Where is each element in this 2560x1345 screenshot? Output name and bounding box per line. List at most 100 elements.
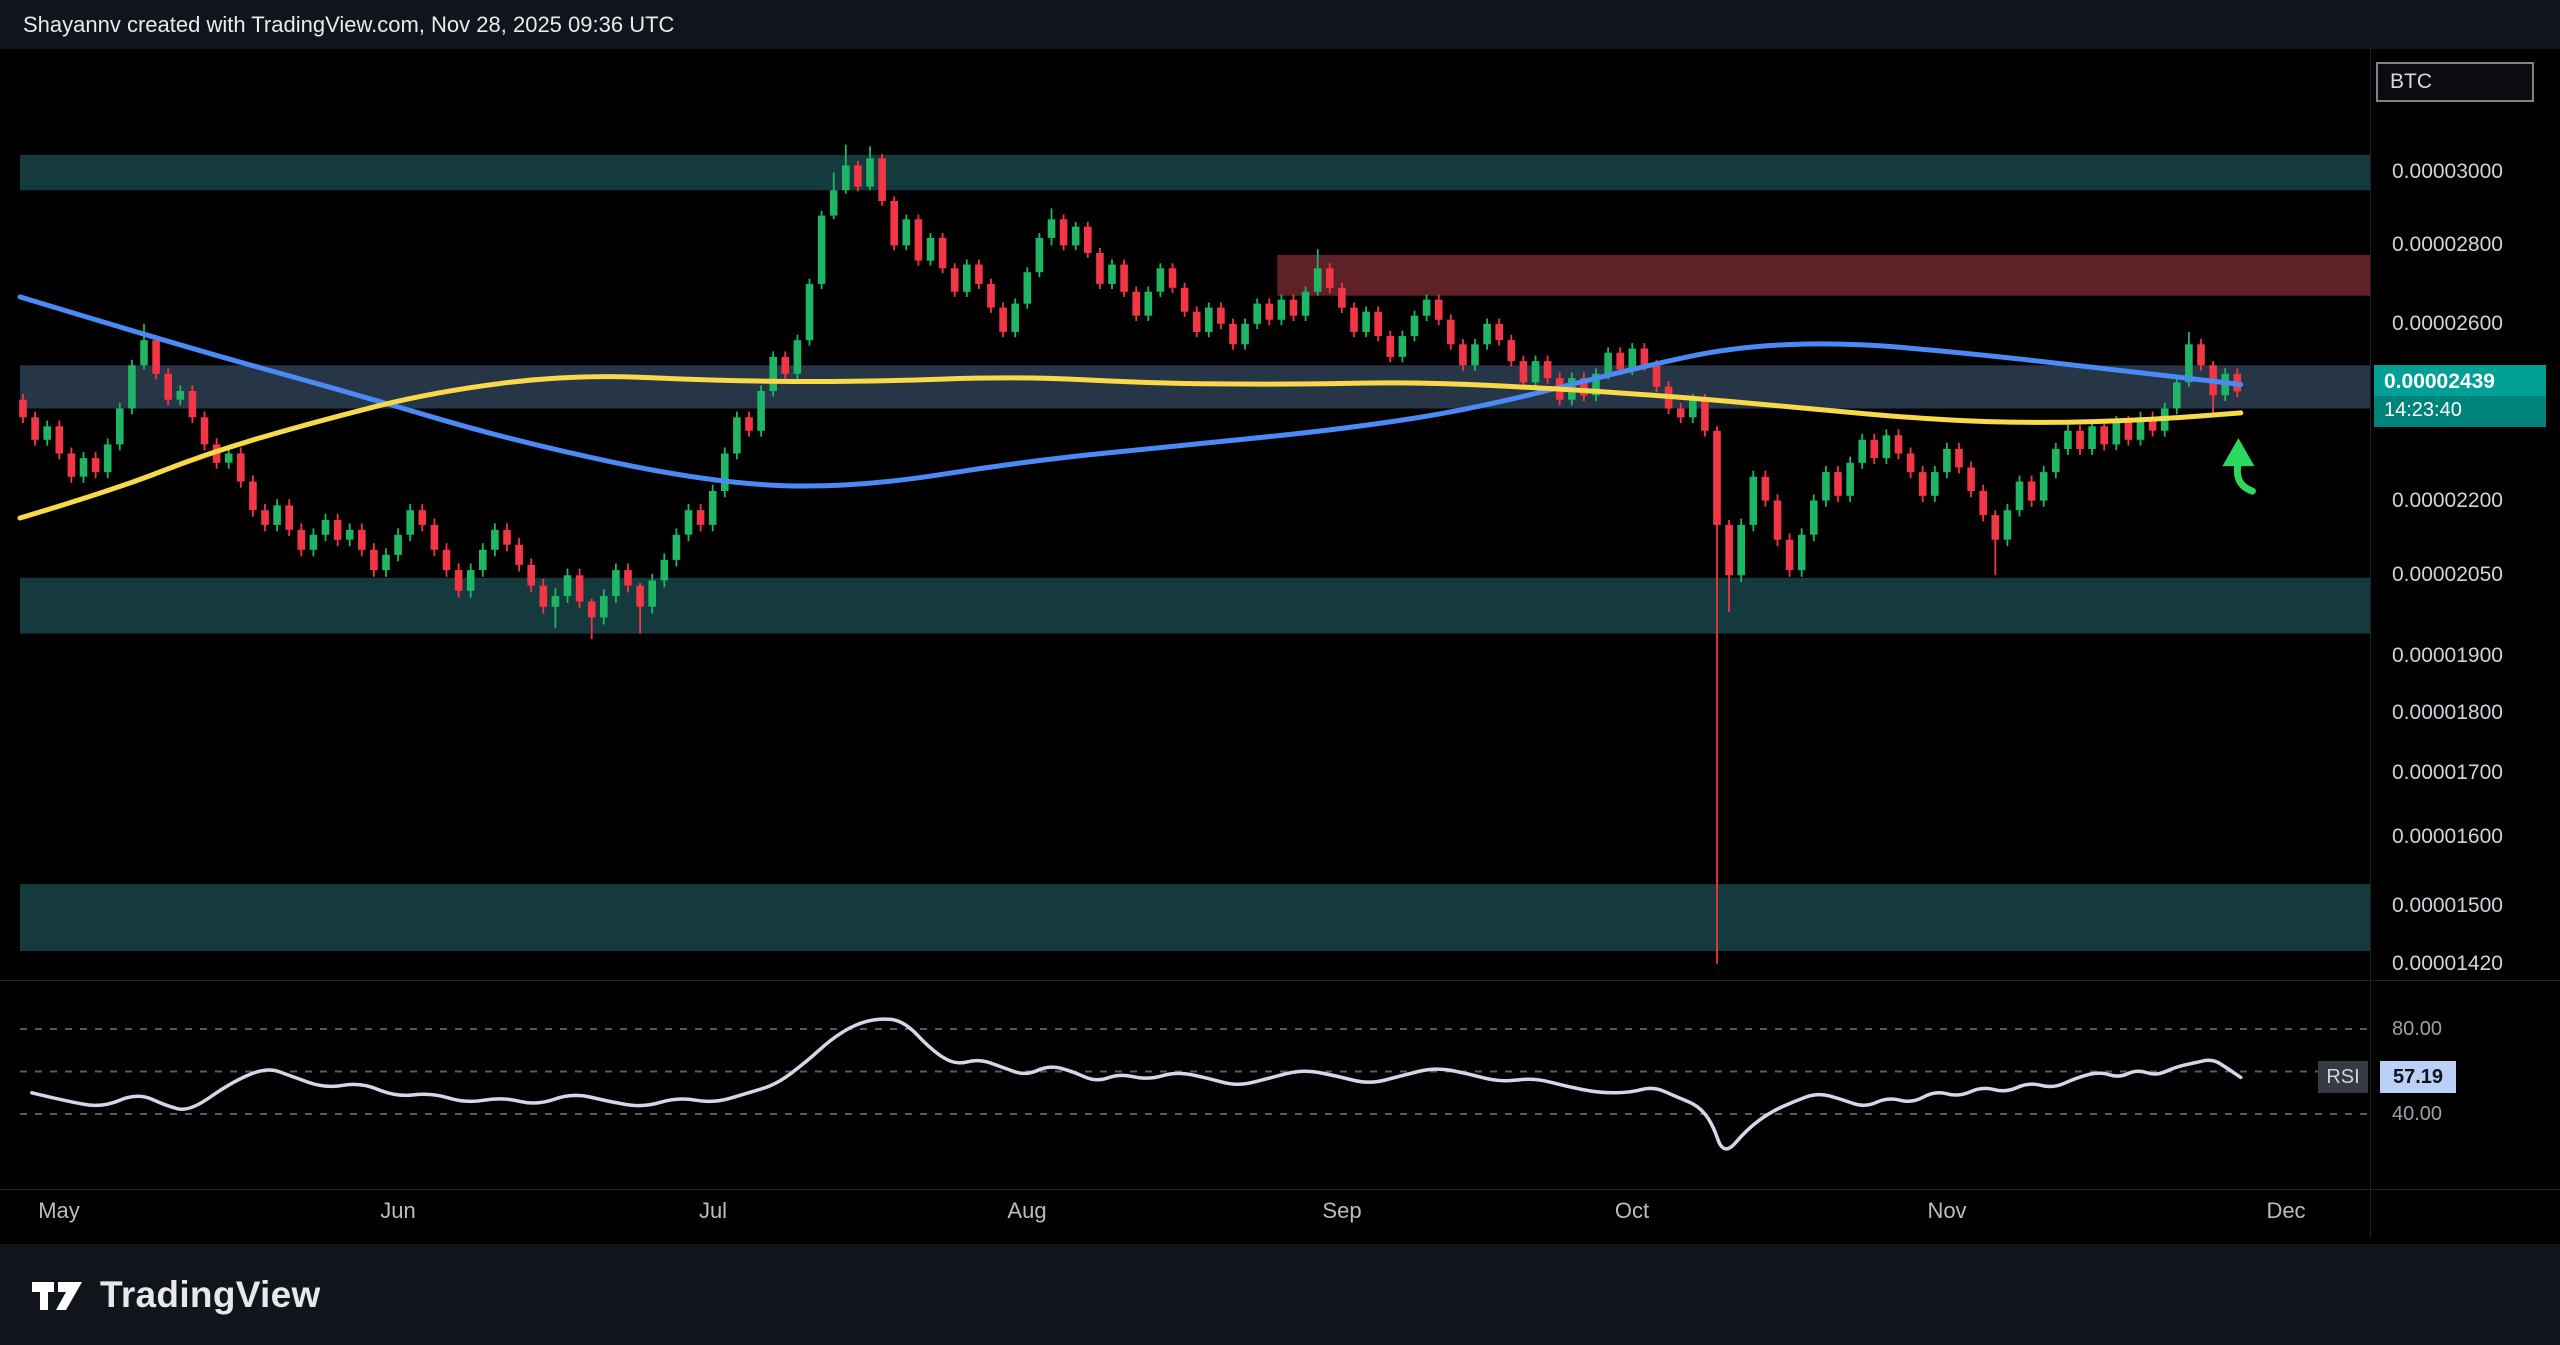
price-chart-pane[interactable] (0, 49, 2560, 980)
tradingview-logo[interactable] (30, 1274, 84, 1316)
time-axis-label-sep: Sep (1322, 1198, 1362, 1223)
candle-body (1785, 539, 1794, 571)
candle-body (2100, 426, 2108, 445)
candle-body (1132, 291, 1140, 316)
candle-body (926, 237, 935, 261)
attribution-bar: Shayannv created with TradingView.com, N… (0, 0, 2560, 49)
candle-body (2027, 481, 2036, 501)
current-price-label[interactable]: 0.00002439 14:23:40 (2374, 365, 2546, 427)
candle-body (1967, 467, 1975, 491)
candle-body (2173, 382, 2181, 409)
candle-body (733, 417, 741, 454)
price-axis-label: 0.00001900 (2392, 644, 2503, 667)
candle-body (963, 264, 971, 292)
attribution-text: Shayannv created with TradingView.com, N… (23, 11, 675, 37)
candle-body (237, 453, 245, 482)
candle-body (1931, 472, 1939, 496)
time-axis-label-jul: Jul (698, 1198, 728, 1223)
candle-body (1592, 373, 1600, 396)
candle-body (358, 529, 366, 550)
candle-body (1253, 303, 1261, 324)
time-axis-label-oct: Oct (1614, 1198, 1650, 1223)
candle-body (1979, 491, 1987, 516)
rsi-label-pill[interactable]: RSI (2318, 1061, 2368, 1093)
candle-body (321, 520, 330, 535)
candle-body (1507, 340, 1516, 362)
candle-body (188, 391, 197, 418)
rsi-axis-label: 80.00 (2392, 1018, 2443, 1040)
candle-body (1918, 472, 1927, 496)
supply-zone-2700 (1277, 254, 2371, 296)
candle-body (1495, 323, 1503, 341)
candle-body (551, 596, 560, 607)
candle-body (1313, 268, 1322, 292)
candle-body (103, 444, 112, 473)
candle-body (1047, 219, 1056, 238)
candle-body (696, 510, 705, 525)
candle-body (1483, 323, 1491, 345)
candle-body (1386, 336, 1395, 357)
candle-body (79, 458, 88, 477)
candle-body (297, 529, 306, 550)
candle-body (1023, 272, 1032, 304)
candle-body (1894, 435, 1903, 454)
candle-body (67, 453, 76, 477)
candle-body (2003, 510, 2012, 540)
candle-body (406, 510, 414, 535)
candle-body (672, 534, 681, 560)
pane-divider[interactable] (0, 980, 2560, 981)
candle-body (1362, 311, 1370, 332)
rsi-indicator-pane[interactable] (0, 980, 2560, 1189)
candle-body (200, 417, 209, 445)
candle-body (394, 534, 402, 555)
candle-body (817, 215, 826, 284)
candle-body (1846, 462, 1854, 496)
candle-body (987, 283, 995, 308)
candle-body (1241, 323, 1249, 345)
candle-body (333, 520, 342, 540)
candle-body (2136, 417, 2145, 440)
candle-body (1108, 264, 1116, 284)
candle-body (793, 340, 802, 374)
price-axis-label: 0.00003000 (2392, 160, 2503, 183)
candle-body (829, 190, 838, 216)
candle-body (1906, 453, 1915, 473)
candle-body (600, 596, 608, 618)
candle-body (1301, 291, 1310, 316)
candle-body (805, 283, 814, 341)
candle-body (1604, 352, 1612, 374)
time-axis[interactable]: May Jun Jul Aug Sep Oct Nov Dec (0, 1195, 2370, 1229)
candle-body (1096, 253, 1104, 284)
candle-body (1616, 352, 1624, 370)
price-axis-label: 0.00002600 (2392, 312, 2503, 335)
candle-body (1326, 268, 1334, 288)
candle-countdown: 14:23:40 (2374, 396, 2546, 427)
candle-body (914, 219, 923, 261)
price-axis-label: 0.00001700 (2392, 761, 2503, 784)
candle-body (1205, 307, 1213, 332)
candle-body (587, 601, 596, 618)
candle-body (309, 534, 318, 550)
candle-body (2197, 344, 2205, 366)
candle-body (91, 458, 100, 473)
candle-body (2124, 421, 2133, 440)
candle-body (1773, 500, 1782, 540)
candle-body (890, 201, 898, 246)
candle-body (854, 165, 862, 187)
candle-body (1640, 348, 1649, 366)
candle-body (503, 529, 511, 545)
candle-body (442, 549, 451, 571)
candle-body (842, 165, 850, 191)
candle-body (1471, 344, 1479, 366)
candle-body (866, 158, 874, 187)
candle-body (1156, 268, 1165, 292)
candle-body (1071, 226, 1080, 246)
time-axis-label-dec: Dec (2266, 1198, 2306, 1223)
candle-body (116, 408, 124, 445)
candle-body (1035, 237, 1044, 273)
time-axis-label-jun: Jun (380, 1198, 416, 1223)
currency-toggle-button[interactable]: BTC (2376, 62, 2534, 102)
time-axis-label-aug: Aug (1007, 1198, 1047, 1223)
price-zones (20, 154, 2371, 952)
candle-body (757, 391, 765, 431)
